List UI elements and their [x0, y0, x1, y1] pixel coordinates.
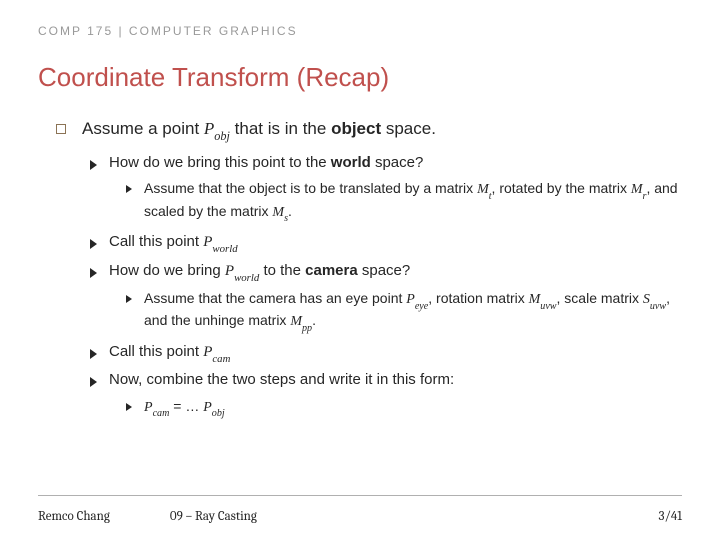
pworld-var: Pworld [225, 263, 259, 279]
sym: P [203, 344, 212, 360]
text-line: Now, combine the two steps and write it … [109, 370, 680, 390]
footer-chapter: 09 – Ray Casting [170, 509, 659, 524]
bullet-call-pworld: Call this point Pworld [90, 232, 680, 255]
t: , scale matrix [557, 290, 643, 306]
t: space? [358, 262, 411, 279]
triangle-bullet-icon [126, 185, 132, 193]
mr-var: Mr [631, 182, 647, 197]
sym: P [144, 400, 153, 415]
sym: S [643, 292, 650, 307]
footer-divider [38, 495, 682, 496]
subscript: t [489, 191, 492, 202]
pcam-var: Pcam [144, 400, 169, 415]
subscript: pp [302, 323, 312, 334]
bold-word: camera [305, 262, 358, 279]
t: , rotation matrix [428, 290, 528, 306]
sym: P [204, 119, 214, 138]
muvw-var: Muvw [529, 292, 557, 307]
subscript: r [643, 191, 647, 202]
p-obj-var: Pobj [204, 119, 230, 138]
subscript: cam [212, 353, 230, 365]
bullet-world-question: How do we bring this point to the world … [90, 153, 680, 173]
t: to the [259, 262, 305, 279]
triangle-bullet-icon [90, 160, 97, 170]
subscript: eye [415, 301, 428, 312]
t: How do we bring this point to the [109, 154, 331, 171]
bullet-assume-point: Assume a point Pobj that is in the objec… [56, 118, 680, 143]
sym: P [203, 400, 212, 415]
subscript: uvw [540, 301, 556, 312]
t: Assume a point [82, 119, 204, 138]
t: space. [381, 119, 436, 138]
box-bullet-icon [56, 124, 66, 134]
triangle-bullet-icon [90, 349, 97, 359]
bold-word: object [331, 119, 381, 138]
bullet-call-pcam: Call this point Pcam [90, 342, 680, 365]
t: Call this point [109, 343, 203, 360]
text-line: How do we bring this point to the world … [109, 153, 680, 173]
bullet-camera-question: How do we bring Pworld to the camera spa… [90, 261, 680, 284]
bullet-combine: Now, combine the two steps and write it … [90, 370, 680, 390]
pobj-var: Pobj [203, 400, 224, 415]
subscript: world [212, 243, 237, 255]
slide-content: Assume a point Pobj that is in the objec… [56, 118, 680, 427]
triangle-bullet-icon [126, 403, 132, 411]
t: space? [371, 154, 424, 171]
t: that is in the [230, 119, 331, 138]
triangle-bullet-icon [90, 239, 97, 249]
t: , rotated by the matrix [492, 180, 631, 196]
bold-word: world [331, 154, 371, 171]
text-line: How do we bring Pworld to the camera spa… [109, 261, 680, 284]
sym: M [477, 182, 489, 197]
triangle-bullet-icon [126, 295, 132, 303]
sym: M [529, 292, 541, 307]
bullet-equation: Pcam = … Pobj [126, 397, 680, 419]
pworld-var: Pworld [203, 234, 237, 250]
sym: M [272, 205, 284, 220]
text-line: Assume that the camera has an eye point … [144, 289, 680, 334]
triangle-bullet-icon [90, 268, 97, 278]
subscript: obj [214, 129, 230, 143]
triangle-bullet-icon [90, 377, 97, 387]
subscript: obj [212, 408, 225, 419]
mpp-var: Mpp [290, 314, 312, 329]
sym: P [406, 292, 415, 307]
text-line: Pcam = … Pobj [144, 397, 680, 419]
t: . [312, 312, 316, 328]
sym: P [225, 263, 234, 279]
bullet-assume-camera: Assume that the camera has an eye point … [126, 289, 680, 334]
ms-var: Ms [272, 205, 288, 220]
t: Assume that the object is to be translat… [144, 180, 477, 196]
subscript: world [234, 272, 259, 284]
subscript: cam [153, 408, 170, 419]
footer-page: 3/41 [659, 509, 682, 524]
page-title: Coordinate Transform (Recap) [38, 62, 389, 93]
t: . [288, 203, 292, 219]
footer: Remco Chang 09 – Ray Casting 3/41 [38, 509, 682, 524]
peye-var: Peye [406, 292, 428, 307]
t: Call this point [109, 233, 203, 250]
footer-author: Remco Chang [38, 509, 110, 524]
sym: M [290, 314, 302, 329]
text-line: Assume a point Pobj that is in the objec… [82, 118, 680, 143]
t: = … [169, 398, 203, 414]
sym: M [631, 182, 643, 197]
t: Assume that the camera has an eye point [144, 290, 406, 306]
text-line: Call this point Pcam [109, 342, 680, 365]
mt-var: Mt [477, 182, 491, 197]
subscript: uvw [650, 301, 666, 312]
bullet-assume-matrices: Assume that the object is to be translat… [126, 179, 680, 224]
sym: P [203, 234, 212, 250]
subscript: s [284, 213, 288, 224]
text-line: Call this point Pworld [109, 232, 680, 255]
pcam-var: Pcam [203, 344, 230, 360]
course-label: COMP 175 | COMPUTER GRAPHICS [38, 24, 298, 38]
t: How do we bring [109, 262, 225, 279]
text-line: Assume that the object is to be translat… [144, 179, 680, 224]
suvw-var: Suvw [643, 292, 666, 307]
